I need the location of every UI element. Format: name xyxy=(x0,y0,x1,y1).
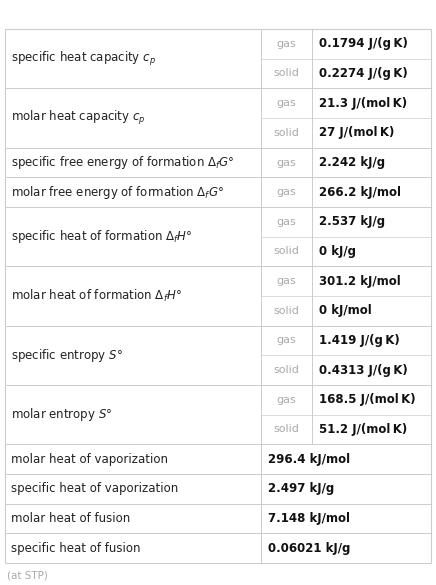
Text: gas: gas xyxy=(277,217,296,227)
Text: 7.148 kJ/mol: 7.148 kJ/mol xyxy=(269,512,351,525)
Text: molar heat of vaporization: molar heat of vaporization xyxy=(11,453,168,466)
Text: 0.06021 kJ/g: 0.06021 kJ/g xyxy=(269,542,351,555)
Text: gas: gas xyxy=(277,98,296,108)
Text: gas: gas xyxy=(277,276,296,286)
Text: 51.2 J/(mol K): 51.2 J/(mol K) xyxy=(319,423,407,436)
Text: solid: solid xyxy=(274,365,300,375)
Text: 301.2 kJ/mol: 301.2 kJ/mol xyxy=(319,275,401,288)
Text: 2.497 kJ/g: 2.497 kJ/g xyxy=(269,483,335,495)
Text: 168.5 J/(mol K): 168.5 J/(mol K) xyxy=(319,393,416,407)
Text: molar heat of fusion: molar heat of fusion xyxy=(11,512,130,525)
Text: molar heat of formation $\Delta_f H°$: molar heat of formation $\Delta_f H°$ xyxy=(11,288,182,304)
Text: 0.1794 J/(g K): 0.1794 J/(g K) xyxy=(319,37,408,50)
Text: gas: gas xyxy=(277,395,296,405)
Text: 2.242 kJ/g: 2.242 kJ/g xyxy=(319,156,385,169)
Text: 21.3 J/(mol K): 21.3 J/(mol K) xyxy=(319,97,407,109)
Text: gas: gas xyxy=(277,39,296,49)
Text: specific entropy $S°$: specific entropy $S°$ xyxy=(11,347,123,364)
Text: 1.419 J/(g K): 1.419 J/(g K) xyxy=(319,334,399,347)
Text: 0.4313 J/(g K): 0.4313 J/(g K) xyxy=(319,364,408,377)
Text: gas: gas xyxy=(277,187,296,197)
Text: solid: solid xyxy=(274,246,300,256)
Text: specific heat of fusion: specific heat of fusion xyxy=(11,542,140,555)
Text: solid: solid xyxy=(274,68,300,78)
Text: specific heat capacity $c_p$: specific heat capacity $c_p$ xyxy=(11,50,156,68)
Text: 0 kJ/mol: 0 kJ/mol xyxy=(319,304,371,317)
Text: solid: solid xyxy=(274,128,300,138)
Text: solid: solid xyxy=(274,425,300,435)
Text: 2.537 kJ/g: 2.537 kJ/g xyxy=(319,215,385,228)
Text: 266.2 kJ/mol: 266.2 kJ/mol xyxy=(319,185,401,199)
Text: solid: solid xyxy=(274,306,300,316)
Text: gas: gas xyxy=(277,336,296,346)
Text: gas: gas xyxy=(277,157,296,167)
Text: 27 J/(mol K): 27 J/(mol K) xyxy=(319,126,394,139)
Text: molar heat capacity $c_p$: molar heat capacity $c_p$ xyxy=(11,109,146,127)
Text: (at STP): (at STP) xyxy=(7,570,48,580)
Text: molar free energy of formation $\Delta_f G°$: molar free energy of formation $\Delta_f… xyxy=(11,184,224,201)
Text: specific free energy of formation $\Delta_f G°$: specific free energy of formation $\Delt… xyxy=(11,154,235,171)
Text: 0 kJ/g: 0 kJ/g xyxy=(319,245,356,258)
Text: specific heat of formation $\Delta_f H°$: specific heat of formation $\Delta_f H°$ xyxy=(11,228,192,245)
Text: 296.4 kJ/mol: 296.4 kJ/mol xyxy=(269,453,351,466)
Text: 0.2274 J/(g K): 0.2274 J/(g K) xyxy=(319,67,408,80)
Text: molar entropy $S°$: molar entropy $S°$ xyxy=(11,406,112,423)
Text: specific heat of vaporization: specific heat of vaporization xyxy=(11,483,178,495)
